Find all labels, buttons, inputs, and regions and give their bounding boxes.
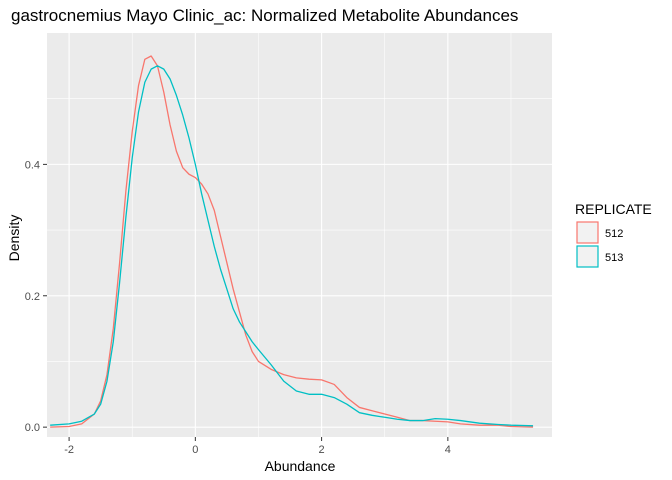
- y-axis: 0.0 0.2 0.4: [25, 159, 47, 434]
- x-tick-label: -2: [64, 444, 74, 456]
- x-axis-title: Abundance: [265, 458, 336, 474]
- y-tick-label: 0.0: [25, 422, 40, 434]
- minor-gridlines: [47, 33, 552, 437]
- legend-key-513: [576, 245, 599, 268]
- legend: REPLICATE 512 513: [575, 201, 652, 268]
- series-layer: [50, 55, 534, 428]
- series-line-513: [50, 65, 534, 427]
- x-tick-label: 0: [192, 444, 198, 456]
- y-tick-label: 0.2: [25, 291, 40, 303]
- x-tick-label: 4: [445, 444, 451, 456]
- legend-label-512: 512: [605, 228, 623, 240]
- legend-label-513: 513: [605, 252, 623, 264]
- y-tick-label: 0.4: [25, 159, 40, 171]
- x-tick-label: 2: [319, 444, 325, 456]
- legend-key-512: [576, 221, 599, 244]
- plot-panel: [47, 33, 552, 437]
- x-axis: -2 0 2 4: [64, 437, 451, 456]
- legend-title: REPLICATE: [575, 201, 652, 217]
- y-axis-title: Density: [6, 215, 22, 262]
- chart-title: gastrocnemius Mayo Clinic_ac: Normalized…: [11, 6, 518, 25]
